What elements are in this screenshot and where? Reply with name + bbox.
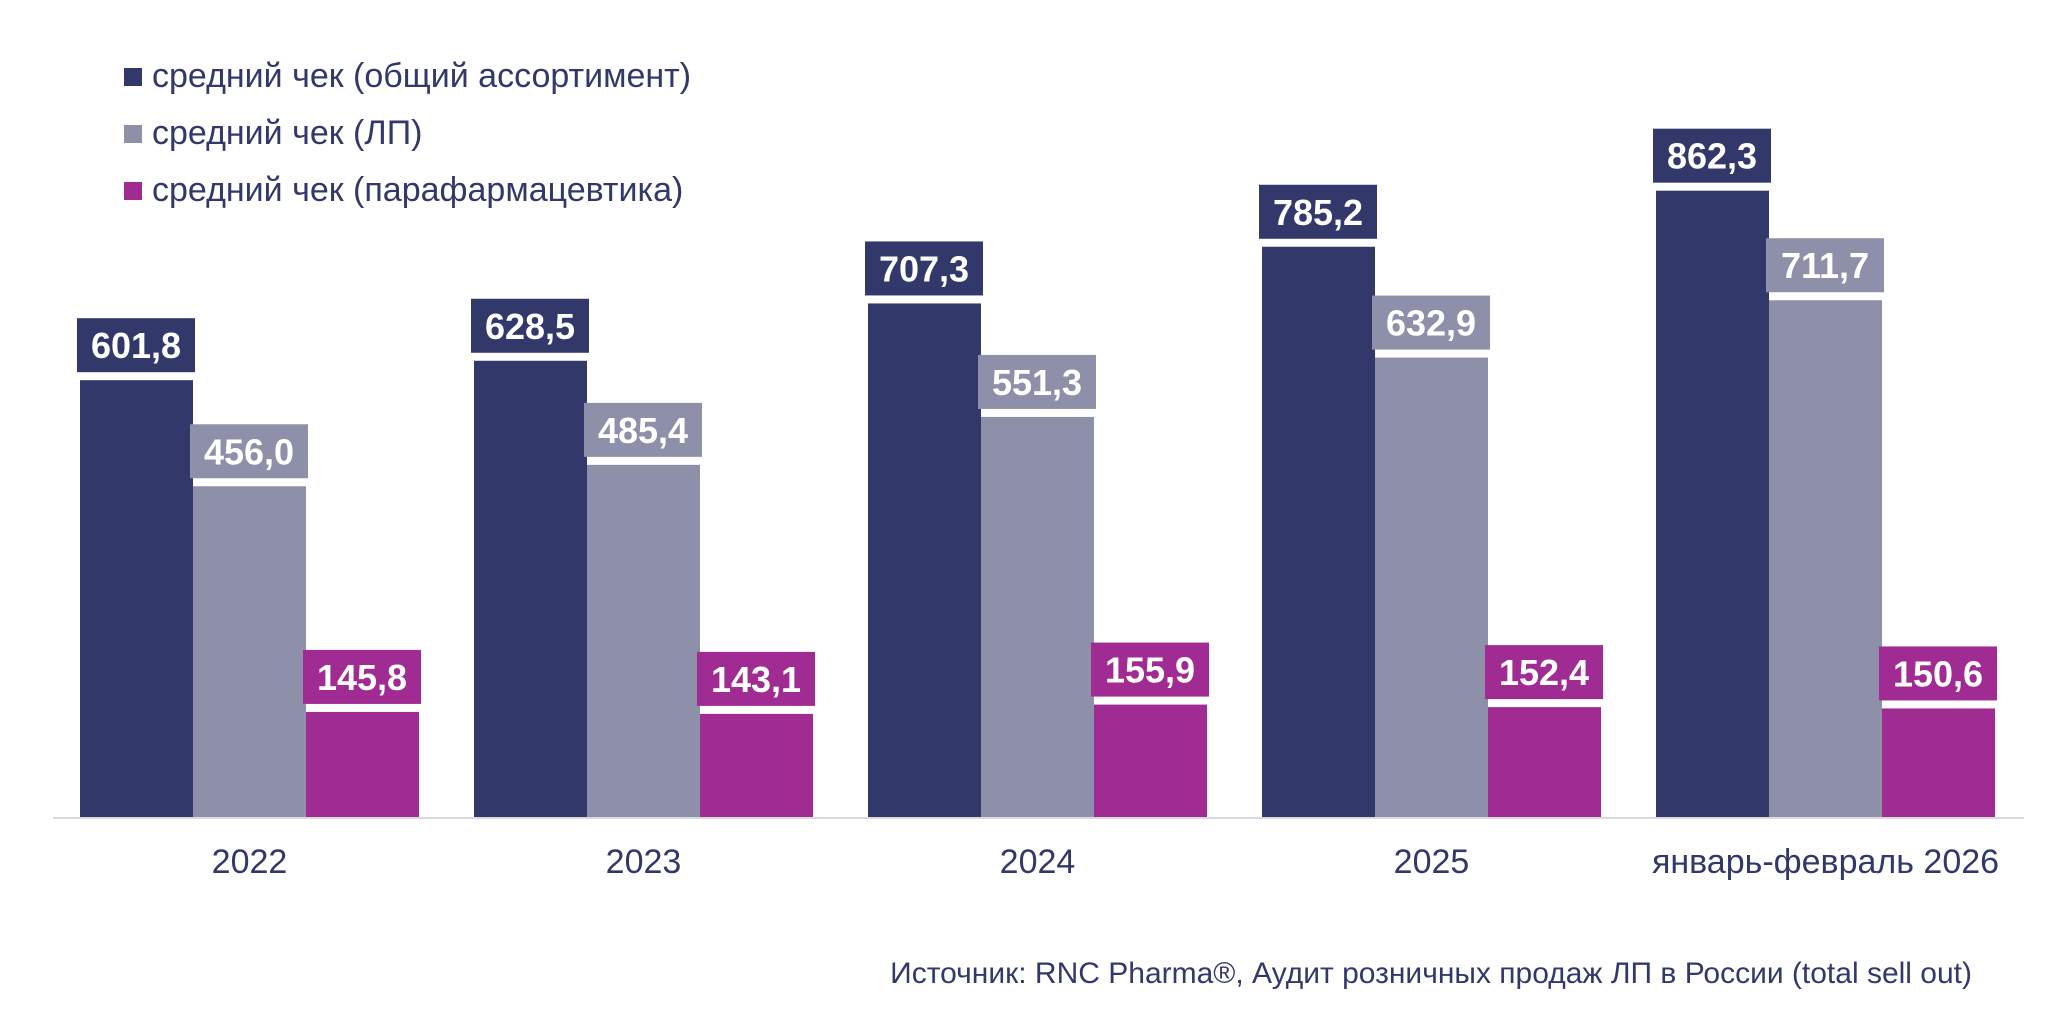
- bar: [700, 713, 813, 818]
- x-tick-label: январь-февраль 2026: [1652, 843, 1999, 881]
- bars-layer: 601,8 456,0 145,8 628,5 485,4 143,1 707,3 551,3…: [77, 128, 1997, 819]
- data-label-box: [1091, 642, 1209, 697]
- data-label-box: [1879, 646, 1997, 701]
- legend-swatch: [124, 124, 142, 143]
- bar: [981, 416, 1094, 818]
- data-label: 145,8: [317, 657, 407, 698]
- data-label: 632,9: [1386, 303, 1476, 344]
- legend-label: средний чек (ЛП): [152, 114, 423, 152]
- legend-item: средний чек (общий ассортимент): [124, 48, 691, 105]
- data-label-box: [1485, 645, 1603, 700]
- x-tick-labels: 2022 2023 2024 2025 январь-февраль 2026: [212, 843, 1999, 881]
- bar: [587, 464, 700, 818]
- bar: [1262, 246, 1375, 819]
- x-tick-label: 2023: [606, 843, 682, 881]
- data-label: 485,4: [598, 410, 688, 451]
- data-label-box: [1653, 128, 1771, 183]
- data-label-box: [697, 651, 815, 706]
- x-tick-label: 2024: [1000, 843, 1076, 881]
- data-label: 551,3: [992, 362, 1082, 403]
- x-tick-label: 2025: [1394, 843, 1470, 881]
- data-label: 143,1: [711, 659, 801, 700]
- x-tick-label: 2022: [212, 843, 288, 881]
- data-label: 152,4: [1499, 652, 1589, 693]
- data-label-box: [77, 318, 195, 373]
- data-label: 155,9: [1105, 650, 1195, 691]
- legend: средний чек (общий ассортимент) средний …: [124, 48, 691, 219]
- data-label-box: [1372, 295, 1490, 350]
- source-note: Источник: RNC Pharma®, Аудит розничных п…: [890, 957, 1972, 990]
- bar: [1488, 707, 1601, 818]
- legend-swatch: [124, 181, 142, 200]
- data-label: 628,5: [485, 306, 575, 347]
- data-label: 862,3: [1667, 136, 1757, 177]
- data-label-box: [865, 241, 983, 296]
- data-label: 785,2: [1273, 192, 1363, 233]
- legend-label: средний чек (парафармацевтика): [152, 171, 684, 209]
- data-label-box: [978, 354, 1096, 409]
- data-label-box: [190, 424, 308, 479]
- bar: [1656, 190, 1769, 818]
- bar: [306, 711, 419, 818]
- bar: [1375, 357, 1488, 818]
- legend-item: средний чек (парафармацевтика): [124, 162, 691, 219]
- legend-item: средний чек (ЛП): [124, 105, 691, 162]
- legend-swatch: [124, 67, 142, 86]
- data-label: 707,3: [879, 248, 969, 289]
- data-label-box: [1259, 184, 1377, 239]
- bar: [80, 380, 193, 818]
- bar: [1769, 300, 1882, 818]
- data-label-box: [471, 298, 589, 353]
- data-label: 711,7: [1781, 245, 1869, 286]
- data-label: 150,6: [1893, 653, 1983, 694]
- data-label-box: [303, 649, 421, 704]
- bar: [1882, 708, 1995, 818]
- data-label: 456,0: [204, 431, 294, 472]
- data-label: 601,8: [91, 325, 181, 366]
- bar: [193, 486, 306, 818]
- data-label-box: [584, 402, 702, 457]
- data-label-box: [1766, 238, 1884, 293]
- bar: [474, 360, 587, 818]
- legend-label: средний чек (общий ассортимент): [152, 57, 692, 95]
- bar: [868, 303, 981, 819]
- bar: [1094, 704, 1207, 818]
